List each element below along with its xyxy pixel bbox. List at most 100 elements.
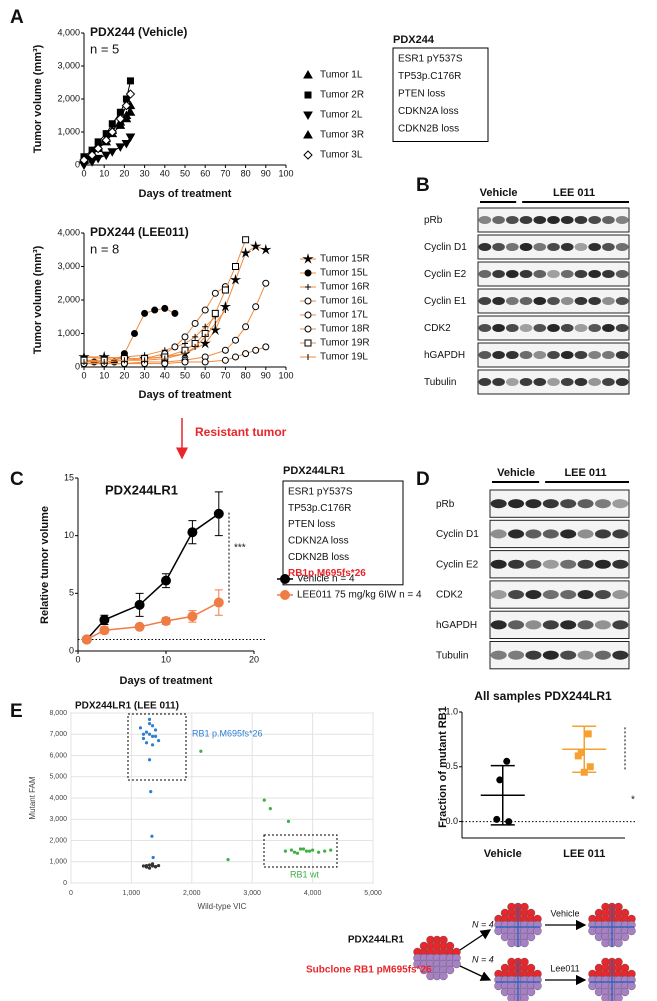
blot-band bbox=[490, 590, 507, 600]
blot-band bbox=[506, 296, 519, 306]
marker bbox=[181, 346, 189, 354]
point bbox=[329, 848, 333, 852]
legend-marker bbox=[304, 297, 312, 305]
x-tick-label: 30 bbox=[140, 370, 150, 380]
blot-band bbox=[612, 499, 629, 509]
cell bbox=[533, 981, 542, 991]
box-line: ESR1 pY537S bbox=[398, 54, 463, 65]
blot-band bbox=[560, 650, 577, 660]
cell bbox=[614, 993, 623, 1001]
marker bbox=[182, 340, 188, 347]
point bbox=[153, 728, 158, 732]
blot-band bbox=[506, 350, 519, 360]
point bbox=[141, 736, 146, 741]
marker bbox=[202, 323, 209, 330]
legend-marker bbox=[304, 339, 312, 347]
x-tick-label: 5,000 bbox=[364, 890, 382, 897]
blot-band bbox=[478, 296, 492, 306]
blot-band bbox=[560, 499, 577, 509]
point bbox=[141, 864, 146, 868]
point bbox=[307, 849, 312, 853]
blot-band bbox=[560, 559, 577, 569]
blot-band bbox=[542, 650, 559, 660]
blot-band bbox=[506, 323, 519, 333]
blot-label: Cyclin E2 bbox=[424, 269, 467, 280]
point bbox=[298, 847, 303, 851]
blot-band bbox=[588, 269, 601, 279]
diagram-label: Lee011 bbox=[550, 963, 579, 973]
blot-band bbox=[612, 620, 629, 630]
blot-band bbox=[508, 650, 525, 660]
x-tick-label: 30 bbox=[140, 168, 150, 178]
marker bbox=[493, 815, 501, 823]
marker bbox=[252, 346, 260, 354]
x-tick-label: 80 bbox=[241, 370, 251, 380]
x-tick-label: 90 bbox=[261, 370, 271, 380]
y-axis-label: Tumor volume (mm³) bbox=[32, 44, 44, 153]
marker bbox=[108, 120, 116, 128]
blot-label: Cyclin E2 bbox=[436, 559, 479, 570]
legend-label: Tumor 16R bbox=[320, 282, 370, 293]
blot-label: pRb bbox=[436, 499, 455, 510]
blot-band bbox=[492, 296, 505, 306]
diagram-label: N = 4 bbox=[472, 919, 494, 929]
blot-band bbox=[612, 590, 629, 600]
blot-band bbox=[506, 269, 519, 279]
blot-group: Vehicle bbox=[497, 467, 535, 479]
cell bbox=[614, 938, 623, 948]
annotation: * bbox=[631, 795, 635, 806]
marker bbox=[221, 356, 229, 364]
y-tick-label: 0 bbox=[63, 880, 67, 887]
legend-label: Tumor 19L bbox=[320, 352, 368, 363]
point bbox=[150, 734, 155, 738]
point bbox=[268, 807, 272, 811]
blot-band bbox=[574, 323, 588, 333]
y-tick-label: 0.5 bbox=[445, 761, 458, 771]
blot-band bbox=[574, 377, 588, 387]
marker bbox=[161, 616, 172, 627]
legend-marker bbox=[302, 253, 314, 264]
marker bbox=[99, 625, 110, 636]
blot-label: CDK2 bbox=[424, 323, 451, 334]
point bbox=[311, 848, 315, 852]
blot-band bbox=[547, 242, 560, 252]
blot-band bbox=[594, 499, 611, 509]
cell bbox=[620, 987, 630, 997]
y-tick-label: 3,000 bbox=[49, 816, 67, 823]
x-tick-label: 20 bbox=[119, 370, 129, 380]
blot-band bbox=[574, 296, 588, 306]
panel-label: E bbox=[10, 701, 23, 722]
blot-band bbox=[525, 620, 542, 630]
legend-label: Tumor 2R bbox=[320, 90, 364, 101]
blot-band bbox=[542, 529, 559, 539]
blot-band bbox=[602, 377, 615, 387]
point bbox=[147, 717, 152, 721]
marker bbox=[252, 303, 260, 311]
panel-label: C bbox=[10, 469, 24, 490]
x-tick-label: 100 bbox=[278, 168, 293, 178]
blot-band bbox=[602, 323, 615, 333]
blot-band bbox=[508, 590, 525, 600]
blot-band bbox=[577, 650, 594, 660]
chart-title: PDX244 (Vehicle) bbox=[90, 25, 187, 39]
blot-band bbox=[560, 620, 577, 630]
annotation: RB1 wt bbox=[290, 869, 320, 879]
box-line: ESR1 pY537S bbox=[288, 487, 353, 498]
marker bbox=[221, 286, 229, 294]
marker bbox=[134, 599, 145, 610]
point bbox=[149, 790, 153, 794]
marker bbox=[161, 575, 172, 586]
blot-band bbox=[615, 269, 629, 279]
point bbox=[317, 850, 321, 854]
chart-title: PDX244 (LEE011) bbox=[90, 225, 189, 239]
point bbox=[295, 851, 300, 855]
blot-band bbox=[602, 296, 615, 306]
chart-title: PDX244LR1 bbox=[105, 482, 178, 497]
diagram-label: PDX244LR1 bbox=[348, 935, 405, 946]
y-tick-label: 1,000 bbox=[57, 126, 80, 136]
blot-group: Vehicle bbox=[480, 187, 518, 199]
blot-group: LEE 011 bbox=[553, 187, 595, 199]
cell bbox=[620, 932, 630, 942]
y-tick-label: 5 bbox=[69, 588, 74, 598]
